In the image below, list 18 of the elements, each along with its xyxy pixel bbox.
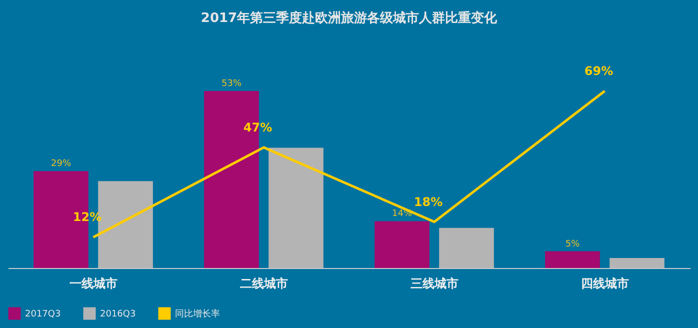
legend-label: 同比增长率 xyxy=(175,308,220,320)
legend-label: 2016Q3 xyxy=(100,310,136,320)
data-label: 5% xyxy=(565,239,580,250)
chart-title: 2017年第三季度赴欧洲旅游各级城市人群比重变化 xyxy=(200,10,498,26)
data-label: 69% xyxy=(584,64,614,78)
bar xyxy=(439,228,494,268)
x-tick-label: 二线城市 xyxy=(240,276,288,290)
bar xyxy=(268,148,324,268)
bar xyxy=(374,221,430,268)
x-tick-label: 一线城市 xyxy=(69,276,118,290)
legend-label: 2017Q3 xyxy=(25,310,61,320)
x-tick-label: 四线城市 xyxy=(580,276,629,290)
x-tick-label: 三线城市 xyxy=(410,276,458,290)
bar xyxy=(545,251,600,268)
bar xyxy=(610,258,664,268)
data-label: 29% xyxy=(50,159,72,170)
data-label: 53% xyxy=(221,79,242,89)
data-label: 18% xyxy=(414,194,443,209)
